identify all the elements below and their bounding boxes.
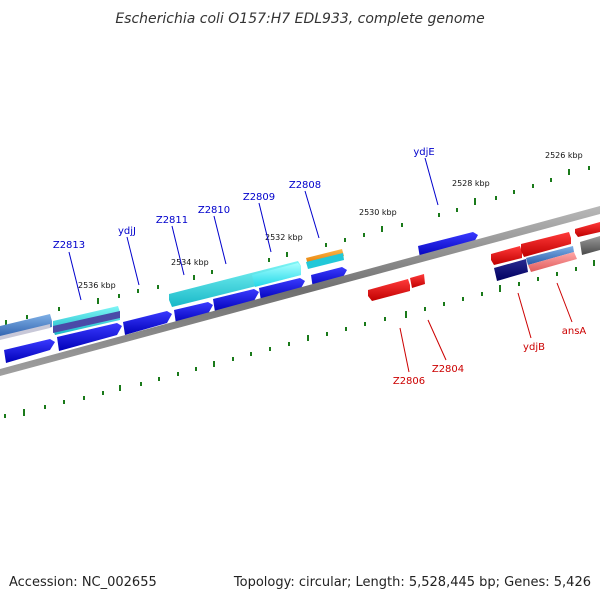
gene-feature [252, 263, 301, 287]
gene-arrow [410, 274, 425, 288]
forward-gene-track [0, 232, 478, 363]
gene-feature [53, 311, 120, 333]
genome-backbone [0, 206, 600, 376]
scale-label-2536: 2536 kbp [78, 281, 116, 290]
reverse-label-leaders [399, 282, 573, 373]
scale-label-2534: 2534 kbp [171, 258, 209, 267]
gene-label-Z2810: Z2810 [198, 205, 230, 216]
gene-arrow [521, 232, 571, 257]
gene-arrow [368, 279, 410, 301]
gene-arrow [575, 222, 600, 237]
gene-label-ansA: ansA [562, 326, 587, 337]
gene-arrow [4, 339, 55, 363]
scale-labels: 2526 kbp 2528 kbp 2530 kbp 2532 kbp 2534… [78, 151, 583, 290]
gene-arrow [213, 289, 259, 312]
gene-feature [306, 253, 344, 269]
scale-label-2530: 2530 kbp [359, 208, 397, 217]
gene-arrow [491, 246, 522, 265]
gene-label-Z2804: Z2804 [432, 364, 464, 375]
inner-tick-row [4, 260, 595, 418]
map-title: Escherichia coli O157:H7 EDL933, complet… [115, 11, 484, 27]
gene-label-Z2809: Z2809 [243, 192, 275, 203]
forward-label-leaders [68, 157, 439, 301]
gene-feature [494, 259, 528, 281]
forward-gene-labels: ydjE Z2808 Z2809 Z2810 Z2811 ydjJ Z2813 [53, 147, 435, 251]
reverse-gene-track [368, 222, 600, 301]
gene-feature [528, 252, 577, 272]
gene-feature [0, 314, 52, 339]
accession-label: Accession: NC_002655 [9, 575, 157, 590]
scale-label-2528: 2528 kbp [452, 179, 490, 188]
gene-arrow [123, 311, 172, 335]
gene-label-Z2811: Z2811 [156, 215, 188, 226]
gene-arrow [259, 278, 305, 301]
gene-feature [0, 324, 50, 340]
gene-label-Z2808: Z2808 [289, 180, 321, 191]
outer-tick-row [5, 166, 590, 326]
gene-label-ydjE: ydjE [413, 147, 434, 158]
gene-feature [580, 236, 600, 255]
scale-label-2526: 2526 kbp [545, 151, 583, 160]
gene-feature [526, 246, 574, 265]
scale-label-2532: 2532 kbp [265, 233, 303, 242]
genome-summary: Topology: circular; Length: 5,528,445 bp… [233, 575, 591, 590]
gene-arrow [174, 302, 213, 324]
reverse-gene-labels: Z2806 Z2804 ydjB ansA [393, 326, 587, 387]
gene-label-ydjJ: ydjJ [118, 226, 136, 237]
gene-label-Z2806: Z2806 [393, 376, 425, 387]
gene-label-Z2813: Z2813 [53, 240, 85, 251]
gene-arrow [57, 323, 122, 351]
gene-label-ydjB: ydjB [523, 342, 545, 353]
